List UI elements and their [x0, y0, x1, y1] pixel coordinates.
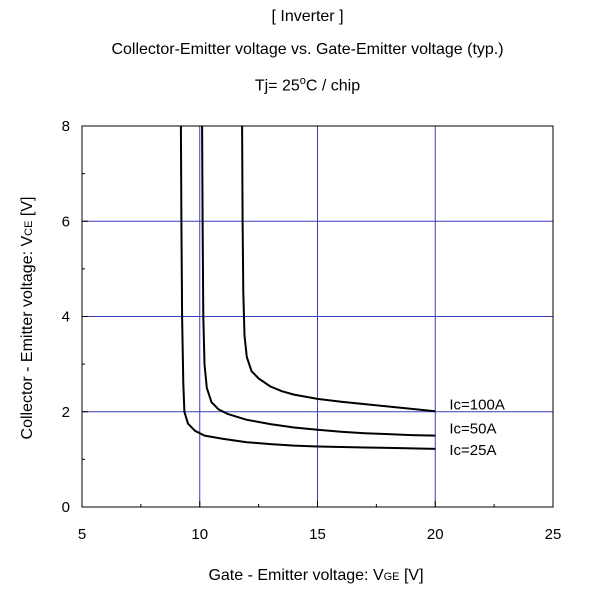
x-tick-label: 5 [78, 526, 86, 543]
x-tick-label: 25 [545, 526, 562, 543]
condition-prefix: Tj= 25 [254, 77, 300, 95]
series-label: Ic=25A [449, 442, 496, 459]
y-tick-label: 2 [62, 404, 70, 421]
y-axis-label-main: Collector - Emitter voltage: V [19, 236, 36, 440]
axis-ticks [81, 125, 554, 508]
series-label: Ic=100A [449, 397, 504, 414]
chart-title: [ Inverter ] [271, 8, 344, 25]
y-axis-label: Collector - Emitter voltage: VCE [V] [19, 197, 36, 440]
x-axis-label: Gate - Emitter voltage: VGE [V] [208, 567, 423, 584]
y-tick-label: 8 [62, 118, 70, 135]
series-lines [179, 125, 436, 450]
series-line-ic-50a [201, 125, 436, 437]
chart-condition: Tj= 25oC / chip [0, 75, 615, 95]
y-tick-label: 0 [62, 499, 70, 516]
condition-sup: o [299, 75, 306, 87]
series-label: Ic=50A [449, 420, 496, 437]
condition-suffix: C / chip [305, 77, 361, 95]
y-axis-label-unit: [V] [19, 197, 36, 221]
y-tick-label: 6 [62, 213, 70, 230]
y-tick-label: 4 [62, 309, 70, 326]
y-axis-label-sub: CE [23, 221, 35, 236]
x-tick-label: 15 [309, 526, 326, 543]
x-tick-labels: 5 10 15 20 25 [78, 526, 562, 543]
series-line-ic-100a [241, 125, 436, 413]
x-axis-label-main: Gate - Emitter voltage: V [208, 567, 384, 584]
series-labels: Ic=100A Ic=50A Ic=25A [449, 397, 504, 459]
x-axis-label-unit: [V] [400, 567, 424, 584]
x-axis-label-sub: GE [384, 571, 400, 583]
grid-lines [82, 126, 553, 507]
x-tick-label: 20 [427, 526, 444, 543]
y-tick-labels: 0 2 4 6 8 [62, 118, 70, 516]
series-line-ic-25a [179, 125, 436, 450]
chart-subtitle: Collector-Emitter voltage vs. Gate-Emitt… [111, 41, 504, 58]
x-tick-label: 10 [191, 526, 208, 543]
